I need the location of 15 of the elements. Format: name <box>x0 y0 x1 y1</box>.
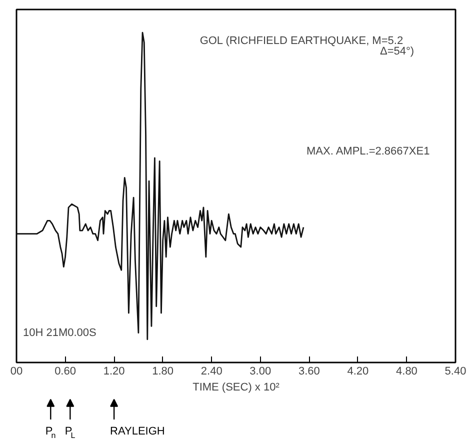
x-tick-label: 5.40 <box>444 366 466 378</box>
text: GOL (RICHFIELD EARTHQUAKE, M=5.2 Δ=54°) <box>200 34 414 58</box>
x-axis-title: TIME (SEC) x 10² <box>192 382 280 394</box>
annotation: 10H 21M0.00S <box>23 326 96 339</box>
x-tick-label: 1.20 <box>103 366 125 378</box>
x-tick-label: 00 <box>10 366 23 378</box>
x-tick-label: 1.80 <box>152 366 174 378</box>
annotation: MAX. AMPL.=2.8667XE1 <box>306 145 430 158</box>
x-tick-label: 3.00 <box>250 366 272 378</box>
x-tick-label: 4.20 <box>347 366 369 378</box>
x-tick-label: 3.60 <box>298 366 320 378</box>
x-tick-label: 0.60 <box>54 366 76 378</box>
x-tick-label: 2.40 <box>200 366 222 378</box>
x-tick-label: 4.80 <box>396 366 418 378</box>
text: RAYLEIGH <box>110 425 165 438</box>
